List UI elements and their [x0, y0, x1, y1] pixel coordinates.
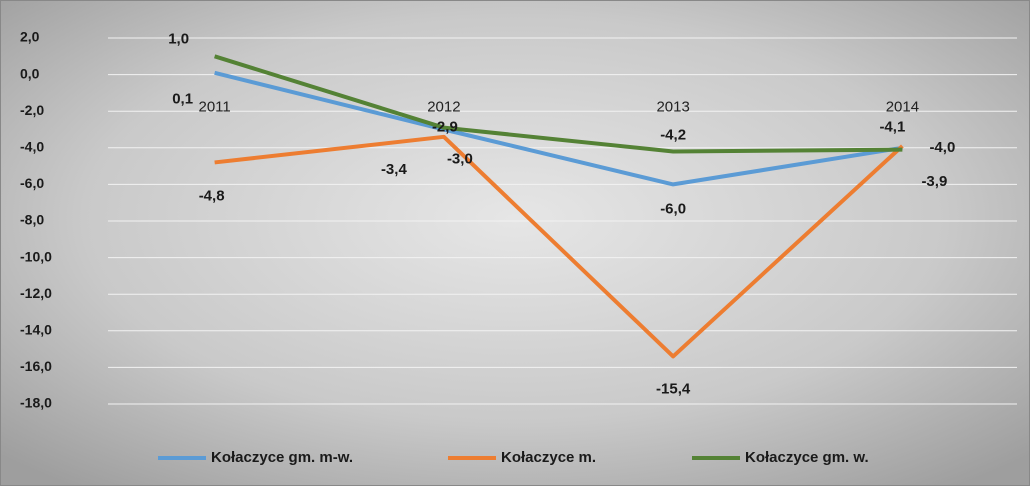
y-tick-label: -6,0 — [20, 175, 44, 191]
y-tick-label: 0,0 — [20, 65, 40, 81]
data-label: -3,0 — [447, 150, 473, 167]
data-label: 1,0 — [168, 30, 189, 47]
x-tick-label: 2014 — [886, 99, 919, 116]
legend-label: Kołaczyce gm. w. — [745, 449, 869, 466]
series-line — [214, 54, 903, 154]
y-tick-label: -4,0 — [20, 139, 44, 155]
x-tick-label: 2012 — [427, 99, 460, 116]
y-tick-label: -8,0 — [20, 212, 44, 228]
y-tick-label: -2,0 — [20, 102, 44, 118]
series-line — [214, 134, 904, 359]
y-tick-label: -10,0 — [20, 248, 52, 264]
data-label: -4,1 — [879, 119, 905, 136]
data-label: -3,4 — [381, 161, 408, 178]
legend-label: Kołaczyce gm. m-w. — [211, 449, 353, 466]
y-tick-label: -18,0 — [20, 395, 52, 411]
data-label: -4,2 — [660, 126, 686, 143]
y-tick-label: 2,0 — [20, 29, 40, 45]
plot-area: 2,0 0,0 -2,0 -4,0 -6,0 -8,0 -10,0 -12,0 -14,0 -16… — [20, 29, 1017, 466]
data-label: -3,9 — [921, 173, 947, 190]
data-label: -6,0 — [660, 200, 686, 217]
data-label: -4,0 — [929, 139, 955, 156]
y-tick-label: -12,0 — [20, 285, 52, 301]
data-label: -15,4 — [656, 380, 691, 397]
data-label: 0,1 — [172, 91, 193, 108]
y-tick-label: -16,0 — [20, 358, 52, 374]
legend-label: Kołaczyce m. — [501, 449, 596, 466]
y-tick-label: -14,0 — [20, 322, 52, 338]
x-tick-label: 2011 — [198, 99, 230, 116]
series-line — [214, 70, 903, 187]
data-label: -2,9 — [432, 119, 458, 136]
data-label: -4,8 — [199, 187, 225, 204]
x-tick-label: 2013 — [656, 99, 689, 116]
